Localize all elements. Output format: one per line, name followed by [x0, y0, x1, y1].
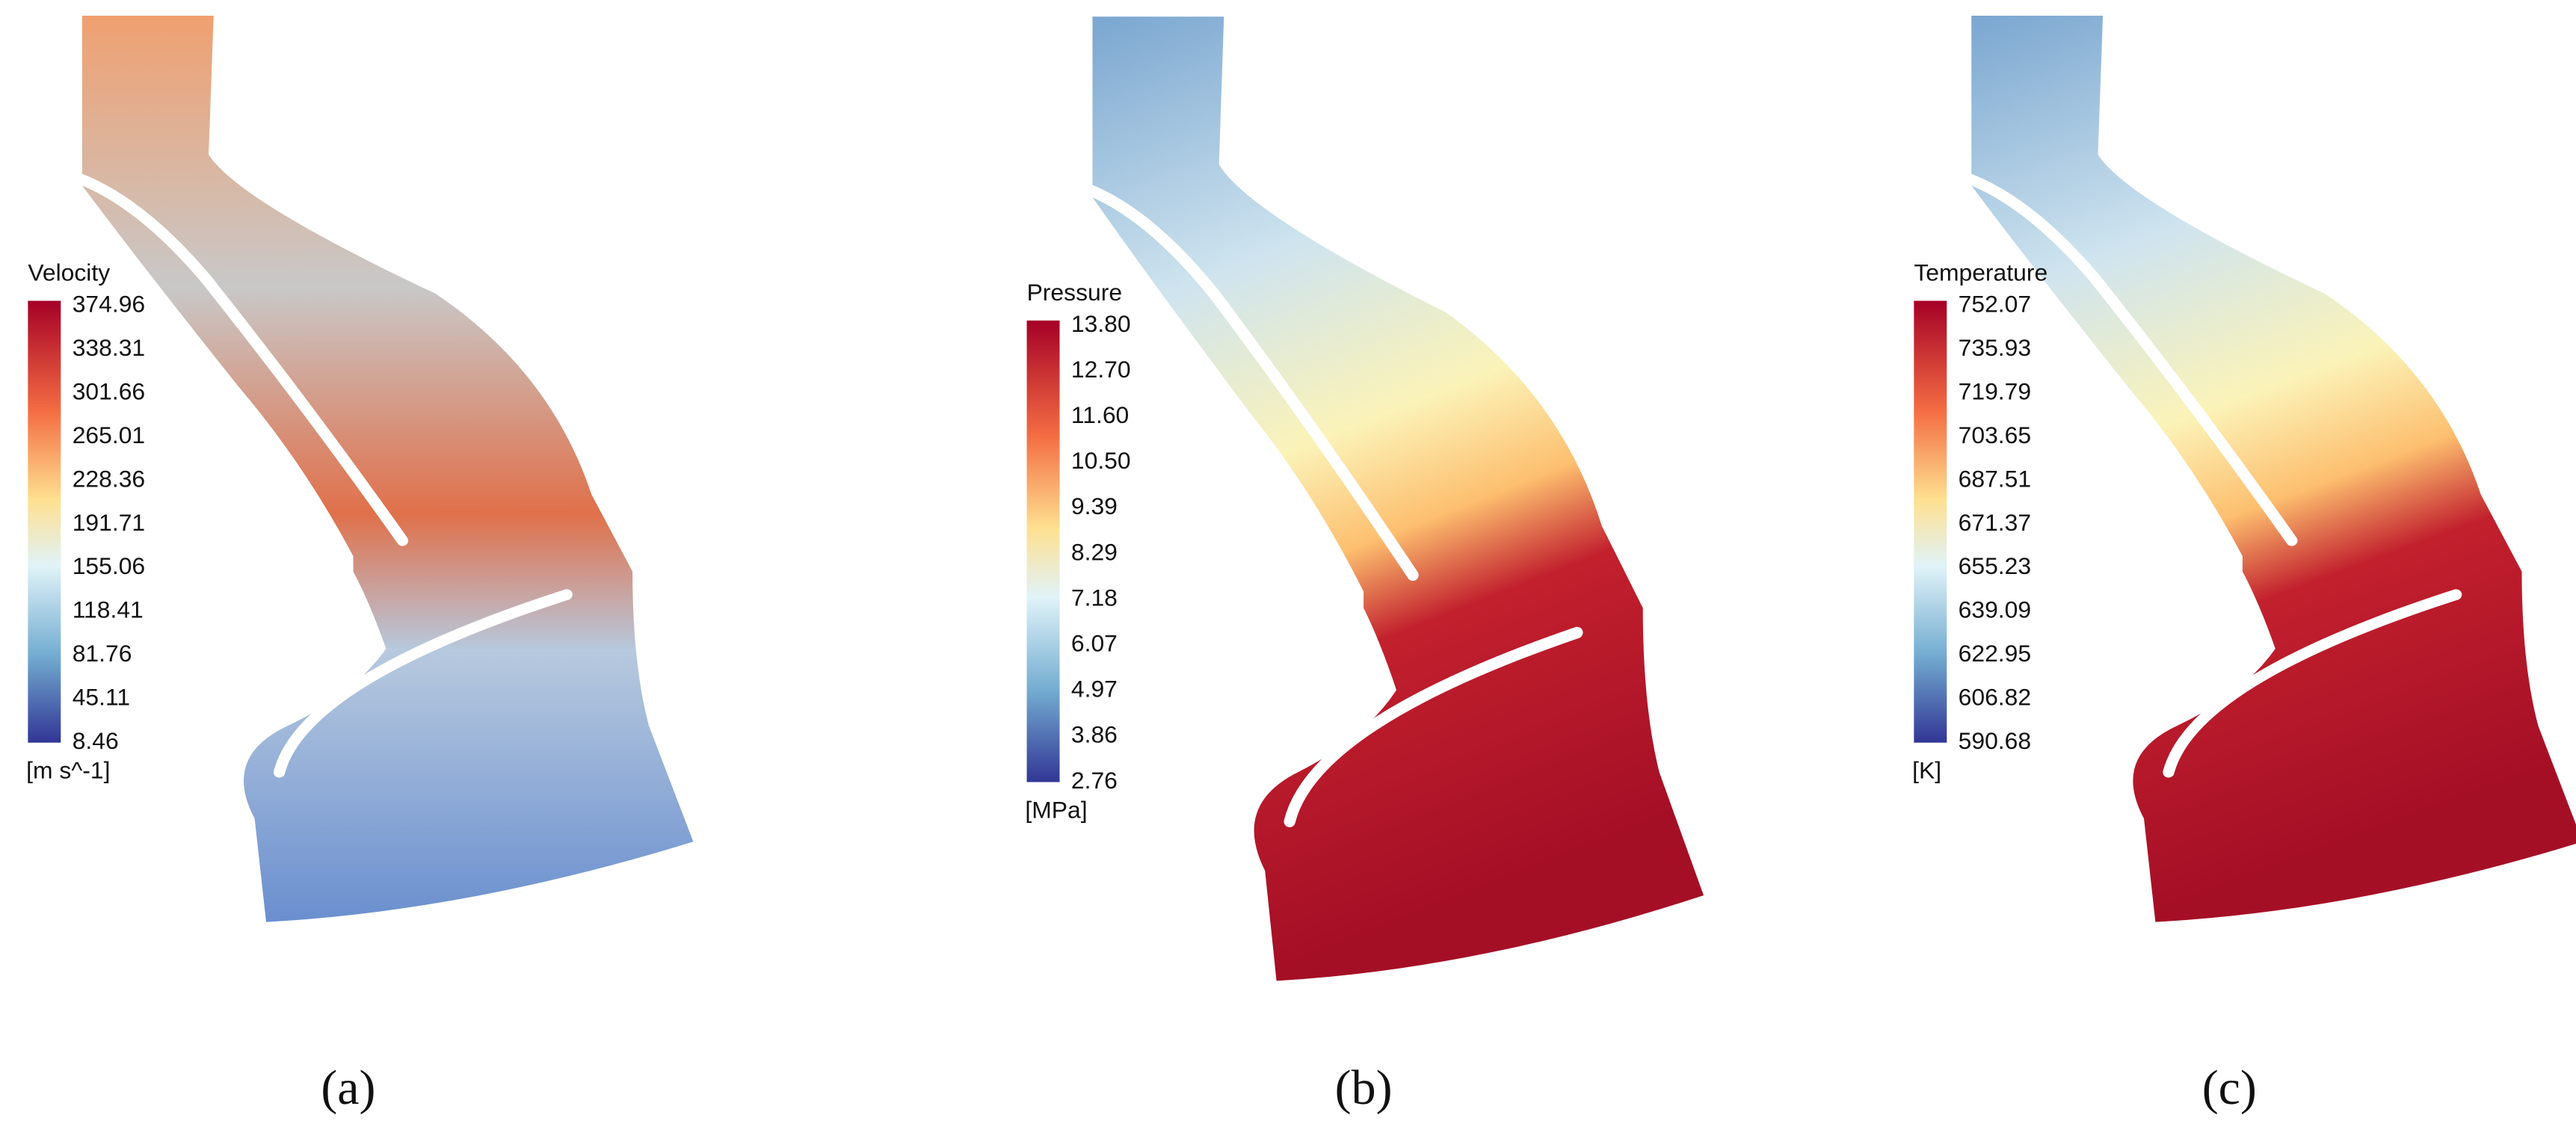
colorbar-label: 9.39	[1071, 493, 1118, 519]
colorbar-label: 118.41	[73, 596, 144, 623]
legend-title: Velocity	[28, 259, 110, 286]
contour-pressure	[1088, 16, 1704, 981]
colorbar	[1026, 320, 1060, 783]
colorbar	[1914, 300, 1947, 743]
panel-caption: (c)	[2202, 1061, 2257, 1115]
colorbar-label: 228.36	[73, 465, 145, 492]
colorbar-label: 2.76	[1071, 767, 1118, 794]
colorbar-label: 7.18	[1071, 584, 1118, 611]
colorbar-label: 301.66	[73, 377, 145, 404]
colorbar-label: 338.31	[73, 334, 145, 361]
legend-title: Pressure	[1027, 279, 1122, 306]
colorbar-label: 12.70	[1071, 356, 1131, 383]
colorbar-label: 265.01	[73, 422, 145, 448]
colorbar-label: 719.79	[1959, 377, 2031, 404]
colorbar-label: 8.46	[73, 727, 119, 754]
colorbar-label: 374.96	[73, 290, 145, 317]
colorbar-label: 8.29	[1071, 538, 1118, 565]
colorbar-label: 606.82	[1959, 684, 2031, 711]
colorbar-label: 703.65	[1959, 422, 2031, 448]
colorbar-label: 6.07	[1071, 630, 1118, 657]
contour-temperature	[1967, 15, 2576, 922]
legend-unit: [K]	[1912, 757, 1941, 784]
panel-caption: (a)	[321, 1061, 375, 1115]
colorbar-label: 655.23	[1959, 552, 2031, 579]
colorbar-label: 191.71	[73, 509, 145, 536]
panel-caption: (b)	[1335, 1061, 1393, 1115]
colorbar-label: 13.80	[1071, 310, 1131, 337]
colorbar-label: 45.11	[73, 684, 130, 711]
legend-unit: [m s^-1]	[26, 757, 110, 784]
colorbar-label: 735.93	[1959, 334, 2031, 361]
colorbar-label: 3.86	[1071, 721, 1118, 748]
colorbar-label: 11.60	[1071, 401, 1129, 428]
colorbar-label: 687.51	[1959, 465, 2031, 492]
colorbar	[28, 300, 61, 743]
colorbar-label: 81.76	[73, 640, 132, 667]
legend-title: Temperature	[1914, 259, 2047, 286]
colorbar-label: 671.37	[1959, 509, 2031, 536]
colorbar-label: 155.06	[73, 552, 145, 579]
colorbar-label: 4.97	[1071, 676, 1118, 703]
contour-velocity	[77, 15, 694, 922]
colorbar-label: 590.68	[1959, 727, 2031, 754]
colorbar-label: 752.07	[1959, 290, 2031, 317]
legend-unit: [MPa]	[1025, 796, 1087, 823]
colorbar-label: 622.95	[1959, 640, 2031, 667]
colorbar-label: 10.50	[1071, 447, 1131, 474]
colorbar-label: 639.09	[1959, 596, 2031, 623]
